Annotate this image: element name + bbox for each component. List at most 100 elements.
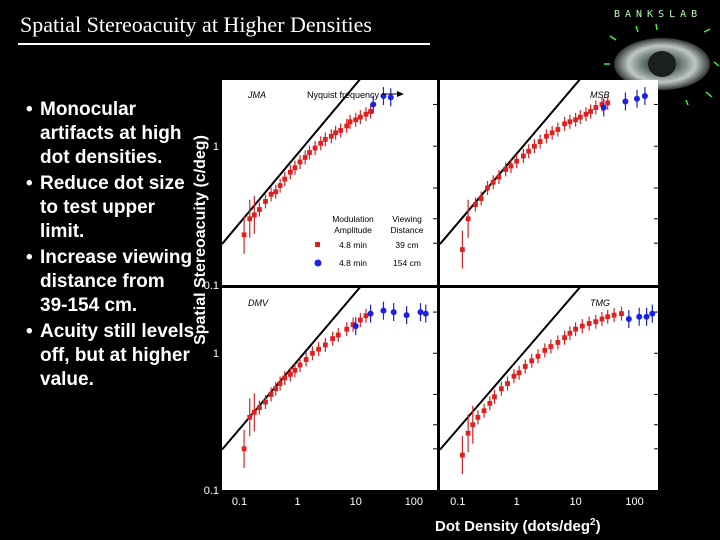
data-point-red xyxy=(549,130,555,136)
data-point-blue xyxy=(636,313,643,320)
data-point-red xyxy=(490,179,496,185)
y-tick-label: 0.1 xyxy=(204,280,219,292)
data-point-red xyxy=(292,367,298,373)
data-point-red xyxy=(316,346,322,352)
data-point-red xyxy=(282,375,288,381)
data-point-red xyxy=(460,247,465,252)
data-point-red xyxy=(247,414,253,420)
data-point-red xyxy=(247,216,253,222)
data-point-red xyxy=(353,117,359,123)
lab-logo xyxy=(604,23,720,107)
legend-header: Distance xyxy=(390,225,423,235)
nyquist-line xyxy=(440,288,581,451)
nyquist-line xyxy=(222,80,361,245)
data-point-red xyxy=(579,323,585,329)
data-point-red xyxy=(605,314,611,320)
data-point-red xyxy=(287,169,293,175)
legend-amplitude: 4.8 min xyxy=(339,240,367,250)
data-point-red xyxy=(485,185,490,191)
panel-label: TMG xyxy=(590,298,610,308)
data-point-blue xyxy=(403,312,410,319)
data-point-red xyxy=(312,145,318,151)
nyquist-arrowhead xyxy=(397,91,404,97)
data-point-red xyxy=(357,114,363,120)
data-point-red xyxy=(573,326,579,332)
data-point-red xyxy=(251,409,257,415)
data-point-blue xyxy=(422,310,429,317)
data-point-red xyxy=(268,392,274,397)
data-point-red xyxy=(303,357,309,362)
data-point-red xyxy=(350,322,356,327)
data-point-red xyxy=(516,370,522,376)
data-point-blue xyxy=(649,310,656,317)
data-point-red xyxy=(567,330,573,336)
data-point-red xyxy=(605,100,611,106)
data-point-red xyxy=(318,140,324,146)
x-tick-label: 100 xyxy=(625,496,643,508)
data-point-red xyxy=(555,340,561,345)
data-point-red xyxy=(368,109,373,114)
data-point-red xyxy=(526,148,532,154)
data-point-red xyxy=(522,364,528,369)
data-point-red xyxy=(599,316,605,322)
data-point-red xyxy=(297,362,303,368)
y-tick-label: 0.1 xyxy=(204,485,219,497)
title-underline xyxy=(18,43,430,45)
data-point-red xyxy=(338,128,344,133)
x-tick-label: 100 xyxy=(405,496,423,508)
data-point-red xyxy=(537,139,543,144)
panel-label: DMV xyxy=(248,298,269,308)
data-point-red xyxy=(302,155,308,160)
nyquist-label: Nyquist frequency xyxy=(307,90,380,100)
data-point-red xyxy=(562,121,567,127)
data-point-red xyxy=(548,344,554,349)
data-point-red xyxy=(277,183,283,189)
data-point-red xyxy=(555,127,561,132)
data-point-blue xyxy=(380,307,387,314)
data-point-blue xyxy=(352,323,359,330)
data-point-red xyxy=(473,202,478,207)
data-point-red xyxy=(505,381,510,386)
data-point-red xyxy=(322,342,328,348)
data-point-red xyxy=(573,117,579,123)
data-point-red xyxy=(297,159,303,165)
logo-text: BANKSLAB xyxy=(614,9,703,20)
data-point-red xyxy=(465,430,471,436)
nyquist-line xyxy=(440,80,581,245)
data-point-red xyxy=(583,111,589,117)
data-point-blue xyxy=(641,93,648,100)
data-point-red xyxy=(588,109,594,114)
data-point-red xyxy=(257,405,262,411)
data-point-red xyxy=(593,319,599,325)
data-point-red xyxy=(287,372,293,377)
data-point-red xyxy=(307,150,312,155)
x-tick-label: 1 xyxy=(514,496,520,508)
data-point-red xyxy=(333,130,338,136)
data-point-red xyxy=(241,232,247,238)
data-point-blue xyxy=(625,316,632,323)
data-point-blue xyxy=(643,313,650,320)
data-point-red xyxy=(567,119,573,125)
data-point-red xyxy=(475,414,481,420)
panel-background xyxy=(440,80,658,285)
data-point-red xyxy=(335,332,341,338)
data-point-blue xyxy=(633,95,640,102)
data-point-red xyxy=(478,196,484,201)
data-point-red xyxy=(310,350,315,356)
data-point-red xyxy=(503,167,509,172)
panel-background xyxy=(440,288,658,490)
legend-distance: 154 cm xyxy=(393,258,421,268)
panel-dmv: DMV xyxy=(222,288,437,490)
bullet-item: Acuity still levels off, but at higher v… xyxy=(26,320,196,392)
panel-jma: JMA xyxy=(222,80,437,285)
data-point-red xyxy=(487,400,493,406)
data-point-red xyxy=(520,153,526,159)
data-point-red xyxy=(481,408,487,414)
data-point-red xyxy=(544,133,549,139)
data-point-red xyxy=(257,207,262,212)
data-point-red xyxy=(535,353,541,359)
data-point-red xyxy=(328,133,334,139)
data-point-red xyxy=(273,386,279,392)
